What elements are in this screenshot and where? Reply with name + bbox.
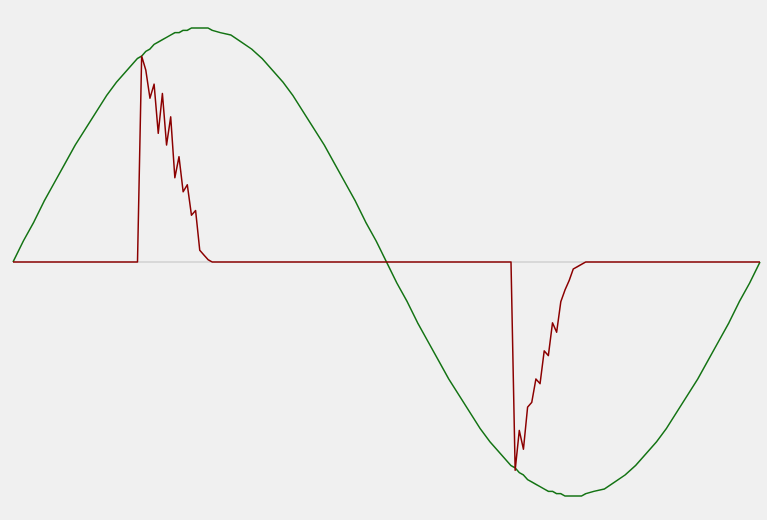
series-line (13, 55, 760, 472)
